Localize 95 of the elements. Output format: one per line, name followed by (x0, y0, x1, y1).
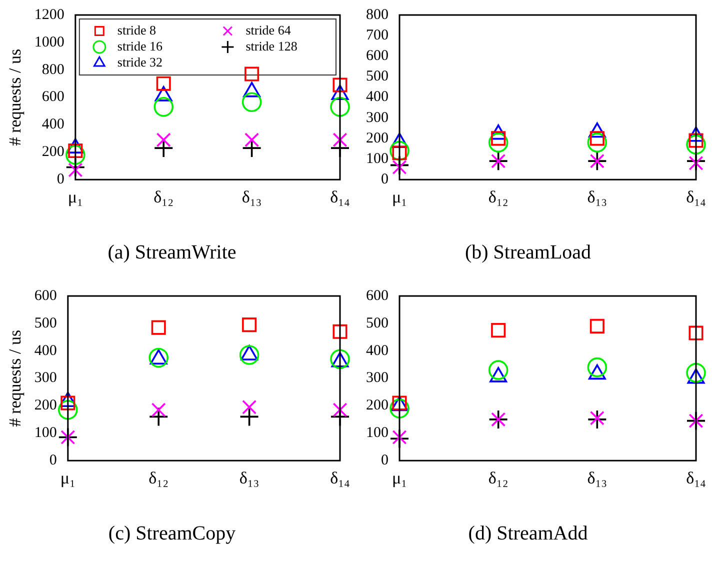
x-tick-label: δ₁₃ (587, 468, 608, 488)
point (156, 76, 171, 91)
point (587, 357, 608, 378)
point (242, 400, 257, 414)
point (151, 320, 166, 335)
point (332, 324, 348, 339)
point (242, 318, 257, 332)
y-tick-label: 600 (42, 89, 64, 106)
legend-label: stride 32 (117, 54, 163, 70)
x-tick-label: δ₁₄ (330, 187, 350, 206)
x-tick-label: μ₁ (60, 468, 76, 488)
x-tick-label: δ₁₂ (154, 187, 174, 206)
x-tick-label: δ₁₂ (488, 468, 508, 488)
point (66, 145, 86, 165)
y-tick-label: 800 (366, 6, 388, 23)
point (488, 360, 508, 380)
x-tick-label: δ₁₄ (686, 187, 706, 206)
y-axis-title: # requests / us (6, 48, 25, 146)
y-tick-label: 500 (34, 315, 57, 332)
point (148, 406, 168, 427)
y-tick-label: 100 (366, 150, 388, 167)
legend-label: stride 64 (246, 22, 292, 38)
point (488, 132, 508, 152)
y-tick-label: 300 (366, 370, 388, 386)
x-tick-label: δ₁₄ (686, 468, 706, 488)
point (686, 362, 706, 383)
point (392, 430, 407, 445)
legend-label: stride 8 (117, 22, 156, 38)
x-tick-label: μ₁ (392, 187, 408, 206)
y-tick-label: 600 (366, 48, 388, 64)
text: (c) StreamCopy (108, 522, 236, 544)
point (587, 132, 608, 152)
y-tick-label: 100 (366, 425, 388, 442)
point (148, 348, 168, 368)
point (66, 157, 86, 178)
y-tick-label: 800 (42, 62, 64, 78)
point (154, 97, 174, 117)
y-tick-label: 200 (366, 130, 388, 146)
point (58, 400, 78, 420)
x-tick-label: δ₁₂ (148, 468, 169, 488)
point (491, 323, 506, 338)
legend-label: stride 128 (246, 38, 298, 54)
point (392, 160, 407, 175)
y-tick-label: 500 (366, 68, 388, 85)
x-tick-label: μ₁ (68, 187, 83, 206)
y-tick-label: 300 (366, 110, 388, 126)
x-tick-label: δ₁₃ (242, 187, 262, 206)
y-tick-label: 300 (34, 370, 57, 386)
y-tick-label: 200 (366, 398, 388, 414)
point (330, 97, 350, 117)
point (156, 132, 171, 148)
y-tick-label: 400 (42, 116, 64, 133)
point (242, 92, 262, 112)
text: (a) StreamWrite (108, 241, 236, 264)
text: (b) StreamLoad (464, 241, 592, 264)
point (390, 398, 410, 418)
x-tick-label: δ₁₄ (330, 468, 350, 488)
x-tick-label: δ₁₃ (239, 468, 260, 488)
y-tick-label: 700 (366, 28, 388, 44)
y-tick-label: 500 (366, 315, 388, 332)
y-tick-label: 400 (34, 342, 57, 359)
point (244, 132, 260, 148)
x-tick-label: δ₁₃ (587, 187, 608, 206)
point (688, 156, 704, 170)
x-tick-label: δ₁₂ (488, 187, 508, 206)
y-tick-label: 600 (366, 288, 388, 304)
x-tick-label: μ₁ (392, 468, 408, 488)
point (686, 134, 706, 155)
point (688, 326, 704, 340)
y-tick-label: 0 (381, 172, 388, 188)
point (590, 410, 604, 426)
point (332, 132, 348, 148)
point (332, 402, 348, 418)
text: (d) StreamAdd (468, 522, 588, 544)
y-tick-label: 200 (34, 398, 57, 414)
y-tick-label: 400 (366, 342, 388, 359)
point (330, 406, 350, 427)
point (68, 162, 83, 178)
point (590, 318, 604, 334)
y-tick-label: 1000 (34, 34, 64, 50)
y-tick-label: 400 (366, 89, 388, 106)
point (239, 345, 260, 365)
y-tick-label: 200 (42, 144, 64, 160)
y-tick-label: 0 (49, 452, 57, 469)
y-axis-title: # requests / us (6, 330, 25, 427)
y-tick-label: 100 (34, 425, 57, 442)
y-tick-label: 1200 (34, 6, 64, 23)
y-tick-label: 0 (381, 452, 388, 469)
point (390, 140, 410, 161)
point (151, 402, 166, 418)
y-tick-label: 0 (56, 172, 64, 188)
point (244, 66, 260, 82)
y-tick-label: 600 (34, 288, 57, 304)
point (587, 410, 608, 430)
legend-label: stride 16 (117, 38, 164, 54)
